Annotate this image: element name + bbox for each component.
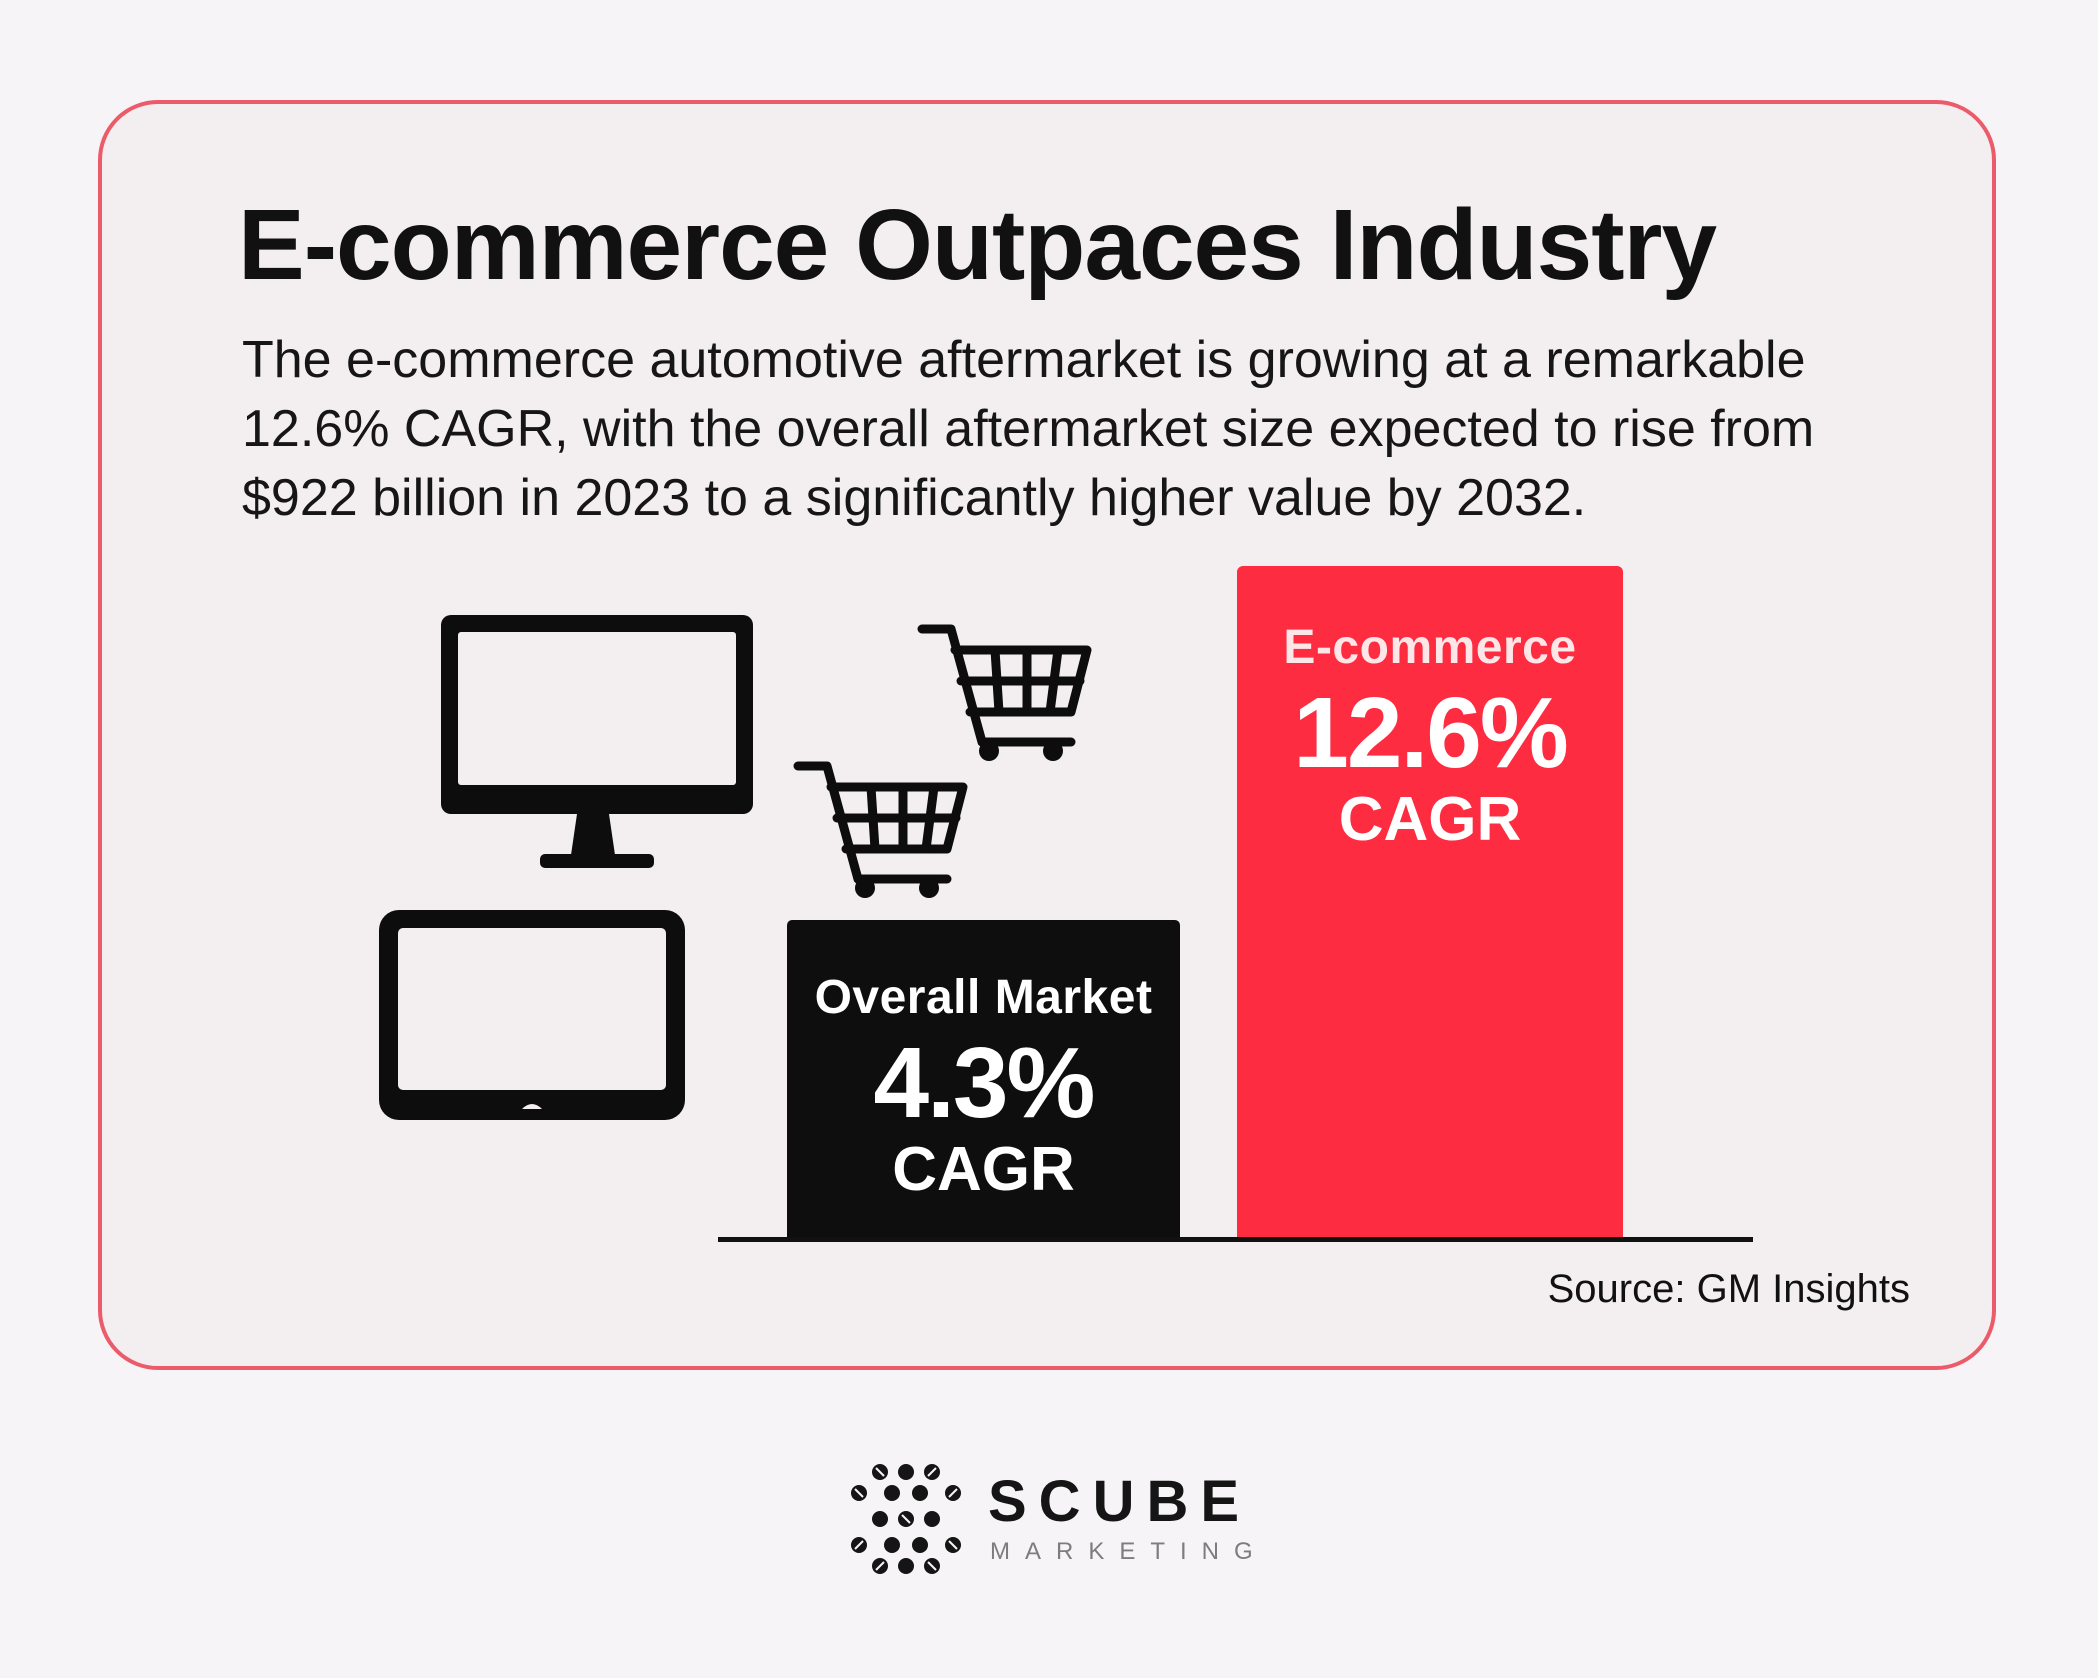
page-title: E-commerce Outpaces Industry — [238, 189, 1717, 301]
brand-name: SCUBE — [988, 1469, 1252, 1534]
description-text: The e-commerce automotive aftermarket is… — [242, 331, 1815, 527]
scube-logo-icon — [851, 1464, 961, 1574]
monitor-icon — [441, 615, 753, 868]
data-label-overall-market: 4.3% — [873, 1027, 1096, 1139]
bar-label-overall-market: Overall Market — [814, 971, 1153, 1024]
shopping-cart-icon — [793, 761, 968, 898]
unit-label-overall-market: CAGR — [892, 1135, 1075, 1204]
unit-label-ecommerce: CAGR — [1338, 785, 1522, 854]
source-note: Source: GM Insights — [1547, 1267, 1910, 1311]
chart-baseline — [718, 1237, 1753, 1242]
bar-label-ecommerce: E-commerce — [1283, 621, 1577, 674]
shopping-cart-icon — [917, 624, 1092, 761]
brand-tagline: MARKETING — [990, 1538, 1268, 1565]
bar-overall-market: Overall Market 4.3% CAGR — [787, 920, 1180, 1239]
bar-ecommerce: E-commerce 12.6% CAGR — [1237, 566, 1623, 1239]
tablet-icon — [379, 910, 685, 1120]
data-label-ecommerce: 12.6% — [1293, 677, 1569, 789]
